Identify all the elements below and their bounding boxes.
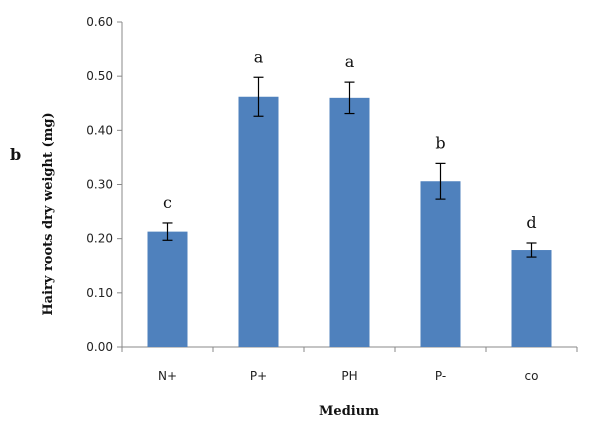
y-axis-title: Hairy roots dry weight (mg): [41, 112, 56, 315]
bar: [329, 97, 370, 347]
bar: [420, 181, 461, 347]
bar: [238, 96, 279, 347]
bar: [511, 250, 552, 347]
significance-label: a: [345, 52, 355, 71]
y-tick-label: 0.40: [86, 123, 113, 137]
x-axis-title: Medium: [319, 404, 379, 419]
x-tick-label: co: [525, 369, 539, 383]
x-tick-label: PH: [341, 369, 357, 383]
y-tick-label: 0.20: [86, 232, 113, 246]
x-tick-label: P+: [250, 369, 267, 383]
significance-label: d: [526, 213, 536, 232]
y-tick-label: 0.50: [86, 69, 113, 83]
x-tick-label: N+: [158, 369, 177, 383]
y-tick-label: 0.10: [86, 286, 113, 300]
significance-label: c: [163, 193, 172, 212]
y-tick-label: 0.30: [86, 178, 113, 192]
plot-area: 0.00 0.10 0.20 0.30 0.40 0.50 0.60 c N+ a P+ a PH b P-…: [86, 15, 578, 383]
y-tick-label: 0.00: [86, 340, 113, 354]
significance-label: a: [254, 47, 264, 66]
significance-label: b: [435, 133, 445, 152]
panel-label: b: [10, 145, 21, 164]
bar: [147, 231, 188, 347]
y-tick-label: 0.60: [86, 15, 113, 29]
x-tick-label: P-: [435, 369, 446, 383]
